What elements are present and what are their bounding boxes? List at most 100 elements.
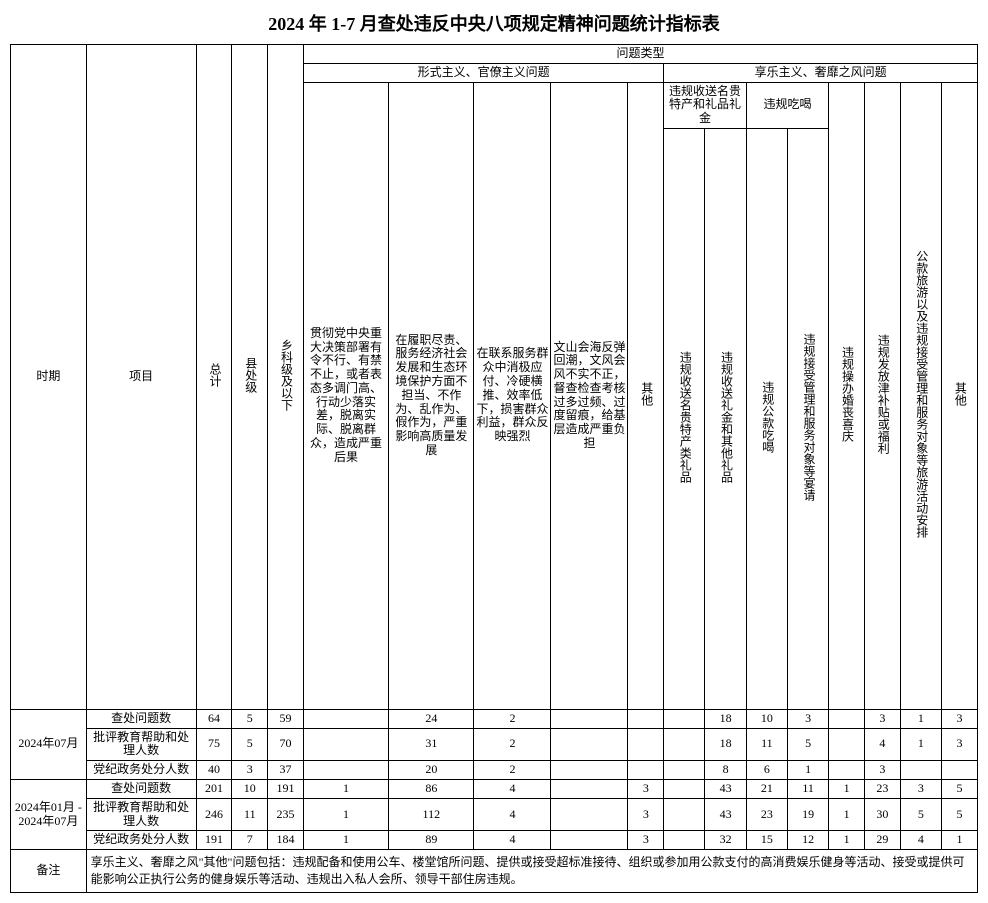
note-label: 备注 [11,850,87,893]
hdr-h-wed: 违规操办婚丧喜庆 [829,82,865,709]
item-cell: 党纪政务处分人数 [86,761,196,780]
data-cell: 70 [268,728,304,761]
data-cell: 112 [389,798,474,831]
item-cell: 查处问题数 [86,709,196,728]
data-cell: 23 [864,779,900,798]
data-cell: 31 [389,728,474,761]
data-cell: 86 [389,779,474,798]
item-cell: 党纪政务处分人数 [86,831,196,850]
data-cell [664,761,705,780]
data-cell: 1 [303,798,388,831]
period-cell: 2024年07月 [11,709,87,779]
data-cell [551,728,628,761]
data-cell: 3 [941,709,977,728]
data-cell: 4 [474,779,551,798]
data-cell: 3 [628,779,664,798]
data-cell: 5 [232,709,268,728]
data-cell [551,709,628,728]
note-text: 享乐主义、奢靡之风"其他"问题包括：违规配备和使用公车、楼堂馆所问题、提供或接受… [86,850,977,893]
hdr-h-travel: 公款旅游以及违规接受管理和服务对象等旅游活动安排 [900,82,941,709]
data-cell [900,761,941,780]
data-cell: 59 [268,709,304,728]
data-cell: 32 [705,831,746,850]
data-cell: 3 [628,798,664,831]
data-cell: 3 [628,831,664,850]
data-cell: 1 [303,779,388,798]
data-cell: 201 [196,779,232,798]
data-cell [551,761,628,780]
data-cell: 24 [389,709,474,728]
hdr-hedonism: 享乐主义、奢靡之风问题 [664,63,978,82]
hdr-township: 乡科级及以下 [268,45,304,710]
data-cell: 18 [705,709,746,728]
data-cell: 5 [787,728,828,761]
data-cell: 89 [389,831,474,850]
data-cell: 3 [900,779,941,798]
item-cell: 批评教育帮助和处理人数 [86,728,196,761]
data-cell [551,798,628,831]
data-cell: 43 [705,779,746,798]
hdr-county: 县处级 [232,45,268,710]
data-cell: 1 [787,761,828,780]
data-cell [664,709,705,728]
data-cell [303,709,388,728]
hdr-h-other: 其他 [941,82,977,709]
data-cell: 40 [196,761,232,780]
data-cell [664,728,705,761]
hdr-formalism: 形式主义、官僚主义问题 [303,63,663,82]
data-cell: 11 [746,728,787,761]
period-cell: 2024年01月 - 2024年07月 [11,779,87,849]
data-cell: 75 [196,728,232,761]
hdr-f2: 在履职尽责、服务经济社会发展和生态环境保护方面不担当、不作为、乱作为、假作为，严… [389,82,474,709]
data-cell: 7 [232,831,268,850]
table-row: 2024年01月 - 2024年07月查处问题数2011019118643432… [11,779,978,798]
data-cell: 2 [474,761,551,780]
hdr-he2: 违规接受管理和服务对象等宴请 [787,128,828,709]
data-cell: 64 [196,709,232,728]
hdr-f4: 文山会海反弹回潮，文风会风不实不正，督查检查考核过多过频、过度留痕，给基层造成严… [551,82,628,709]
data-cell: 11 [232,798,268,831]
hdr-hg2: 违规收送礼金和其他礼品 [705,128,746,709]
table-row: 批评教育帮助和处理人数7557031218115413 [11,728,978,761]
data-cell [829,709,865,728]
hdr-h-gifts: 违规收送名贵特产和礼品礼金 [664,82,747,128]
data-cell: 5 [232,728,268,761]
data-cell: 11 [787,779,828,798]
data-cell: 3 [787,709,828,728]
data-cell: 10 [746,709,787,728]
data-cell: 235 [268,798,304,831]
data-cell: 20 [389,761,474,780]
data-cell: 5 [941,779,977,798]
data-cell: 3 [864,761,900,780]
data-cell [303,728,388,761]
hdr-hg1: 违规收送名贵特产类礼品 [664,128,705,709]
data-cell: 18 [705,728,746,761]
data-cell: 4 [474,798,551,831]
data-cell [664,779,705,798]
data-cell: 4 [900,831,941,850]
data-cell: 21 [746,779,787,798]
table-row: 2024年07月查处问题数6455924218103313 [11,709,978,728]
data-cell [628,709,664,728]
data-cell [303,761,388,780]
hdr-item: 项目 [86,45,196,710]
data-cell [628,728,664,761]
data-cell [664,831,705,850]
hdr-he1: 违规公款吃喝 [746,128,787,709]
data-cell: 1 [303,831,388,850]
hdr-f3: 在联系服务群众中消极应付、冷硬横推、效率低下，损害群众利益，群众反映强烈 [474,82,551,709]
data-cell: 2 [474,709,551,728]
data-cell: 4 [474,831,551,850]
data-cell: 23 [746,798,787,831]
table-row: 党纪政务处分人数403372028613 [11,761,978,780]
data-cell [628,761,664,780]
data-cell: 10 [232,779,268,798]
data-cell: 1 [900,709,941,728]
data-cell: 5 [941,798,977,831]
data-cell: 1 [900,728,941,761]
data-cell: 1 [829,798,865,831]
data-cell: 15 [746,831,787,850]
data-cell: 30 [864,798,900,831]
hdr-f-other: 其他 [628,82,664,709]
stats-table: 时期 项目 总计 县处级 乡科级及以下 问题类型 形式主义、官僚主义问题 享乐主… [10,44,978,893]
